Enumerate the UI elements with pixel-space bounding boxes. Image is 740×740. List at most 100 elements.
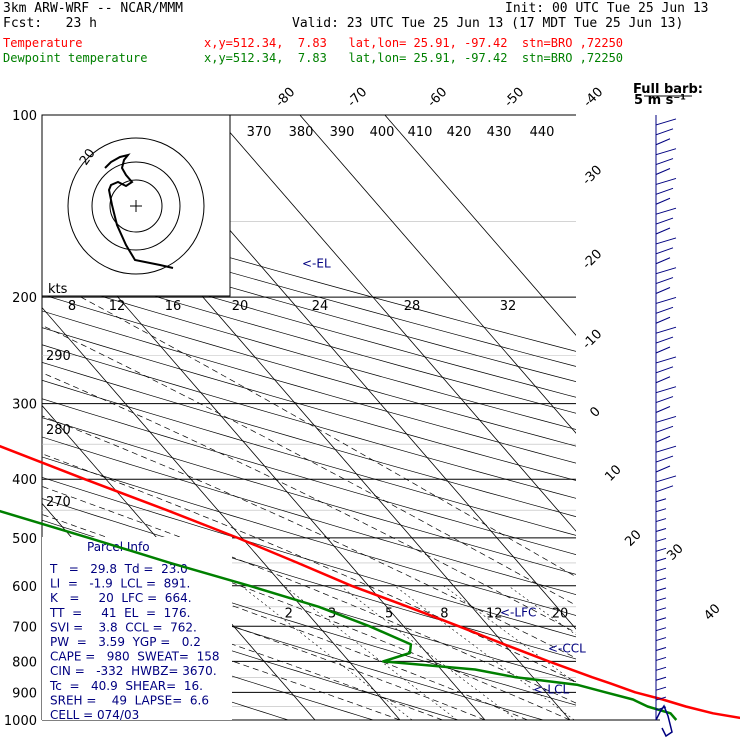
isotherm-label: -20 [580, 247, 606, 273]
pressure-tick-label: 400 [12, 473, 37, 488]
moist-adiabat [42, 415, 576, 659]
wind-barb [655, 485, 674, 493]
wind-barb [655, 445, 677, 453]
mixing-ratio-label: 2 [285, 607, 293, 622]
pressure-tick-label: 600 [12, 580, 37, 595]
isotherm-label: -50 [502, 85, 528, 111]
mixing-ratio-label: 3 [328, 607, 336, 622]
isotherm-label: -80 [273, 85, 299, 111]
wind-barb [655, 158, 674, 166]
pressure-tick-label: 1000 [4, 714, 37, 729]
dry-adiabat [42, 232, 576, 382]
wind-barb [655, 118, 677, 126]
dry-adiabat [42, 344, 576, 499]
wind-barb [655, 508, 667, 513]
wind-barb [655, 177, 677, 185]
wind-barb [655, 128, 674, 136]
hodograph-trace [104, 153, 174, 269]
theta-label: 410 [408, 125, 433, 140]
pressure-tick-label: 100 [12, 109, 37, 124]
pressure-tick-label: 900 [12, 686, 37, 701]
surface-wind-barb [655, 704, 673, 738]
wind-barb [655, 547, 667, 552]
dewpoint-legend: Dewpoint temperature [3, 51, 148, 65]
pressure-tick-label: 300 [12, 398, 37, 413]
wind-barb [655, 577, 667, 582]
wind-barb [655, 647, 667, 651]
isotherm-label: -30 [580, 163, 606, 189]
isotherm-label: 30 [664, 541, 686, 563]
temperature-legend: Temperature [3, 36, 83, 50]
speed-tick-label: 12 [109, 299, 126, 314]
isotherm-label: -60 [425, 85, 451, 111]
wind-barb [655, 498, 667, 503]
speed-tick-label: 8 [68, 299, 76, 314]
wind-profile: Full barb:5 m s⁻¹ [633, 82, 703, 738]
parcel-info-row: SREH = 49 LAPSE= 6.6 [50, 693, 209, 707]
wind-barb [655, 587, 667, 592]
wind-barb [655, 207, 677, 215]
wind-barb [655, 696, 667, 701]
theta-label: 420 [447, 125, 472, 140]
theta-label: 430 [487, 125, 512, 140]
wind-barb [655, 666, 667, 671]
dry-adiabat [42, 262, 576, 414]
parcel-info-row: LI = -1.9 LCL = 891. [50, 577, 190, 591]
isotherm-label: -40 [581, 85, 607, 111]
wind-barb [655, 227, 671, 235]
moist-adiabat [42, 595, 401, 720]
valid-time: Valid: 23 UTC Tue 25 Jun 13 (17 MDT Tue … [292, 16, 684, 31]
mixing-ratio-grid [241, 585, 576, 720]
theta-label: 290 [46, 349, 71, 364]
temperature-profile [0, 444, 740, 720]
dry-adiabat [42, 278, 576, 430]
wind-barb [655, 396, 674, 404]
dry-adiabat [42, 436, 576, 595]
wind-barb [655, 597, 667, 602]
dewpoint-location: x,y=512.34, 7.83 lat,lon= 25.91, -97.42 … [204, 51, 624, 65]
dry-adiabat [42, 589, 459, 720]
dry-adiabat [42, 614, 374, 720]
wind-barb [655, 415, 677, 423]
theta-label: 270 [46, 495, 71, 510]
wind-legend-line1: Full barb: [633, 82, 703, 97]
hodograph-kts-label: kts [48, 282, 68, 297]
temperature-location: x,y=512.34, 7.83 lat,lon= 25.91, -97.42 … [204, 36, 624, 50]
moist-adiabat [42, 325, 576, 606]
wind-barb [655, 326, 677, 334]
wind-barb [655, 528, 667, 532]
mixing-ratio-label: 20 [552, 607, 569, 622]
dewpoint-profile [0, 509, 678, 721]
isotherm-line [42, 306, 401, 720]
isotherm-label: 20 [622, 527, 644, 549]
dry-adiabat [42, 294, 576, 447]
dry-adiabat-grid [42, 203, 576, 720]
hodograph-ring [67, 137, 205, 275]
wind-barb [655, 607, 667, 612]
parcel-panel-bg [42, 537, 232, 720]
level-annotations: <-EL <-LFC <-CCL <-LCL [302, 257, 586, 697]
dry-adiabat [42, 498, 576, 660]
wind-barb [655, 237, 677, 245]
wind-barb [655, 257, 671, 265]
isotherm-label: 40 [701, 601, 723, 623]
moist-adiabat [42, 486, 576, 704]
wind-barb [655, 197, 671, 205]
isotherm-line [384, 115, 576, 336]
level-annotation: <-LCL [533, 683, 569, 697]
speed-tick-label: 28 [404, 299, 421, 314]
parcel-info-row: CAPE = 980 SWEAT= 158 [50, 650, 220, 664]
wind-barb [655, 217, 674, 225]
level-annotation: <-CCL [548, 642, 586, 656]
mixing-ratio-label: 12 [486, 607, 503, 622]
wind-barb [655, 656, 667, 661]
wind-barb [655, 376, 671, 384]
theta-label: 390 [330, 125, 355, 140]
wind-barb [655, 435, 671, 443]
level-annotation: <-EL [302, 257, 331, 271]
parcel-info-row: PW = 3.59 YGP = 0.2 [50, 635, 201, 649]
wind-legend-line2: 5 m s⁻¹ [634, 93, 686, 108]
wind-barb [655, 356, 677, 364]
